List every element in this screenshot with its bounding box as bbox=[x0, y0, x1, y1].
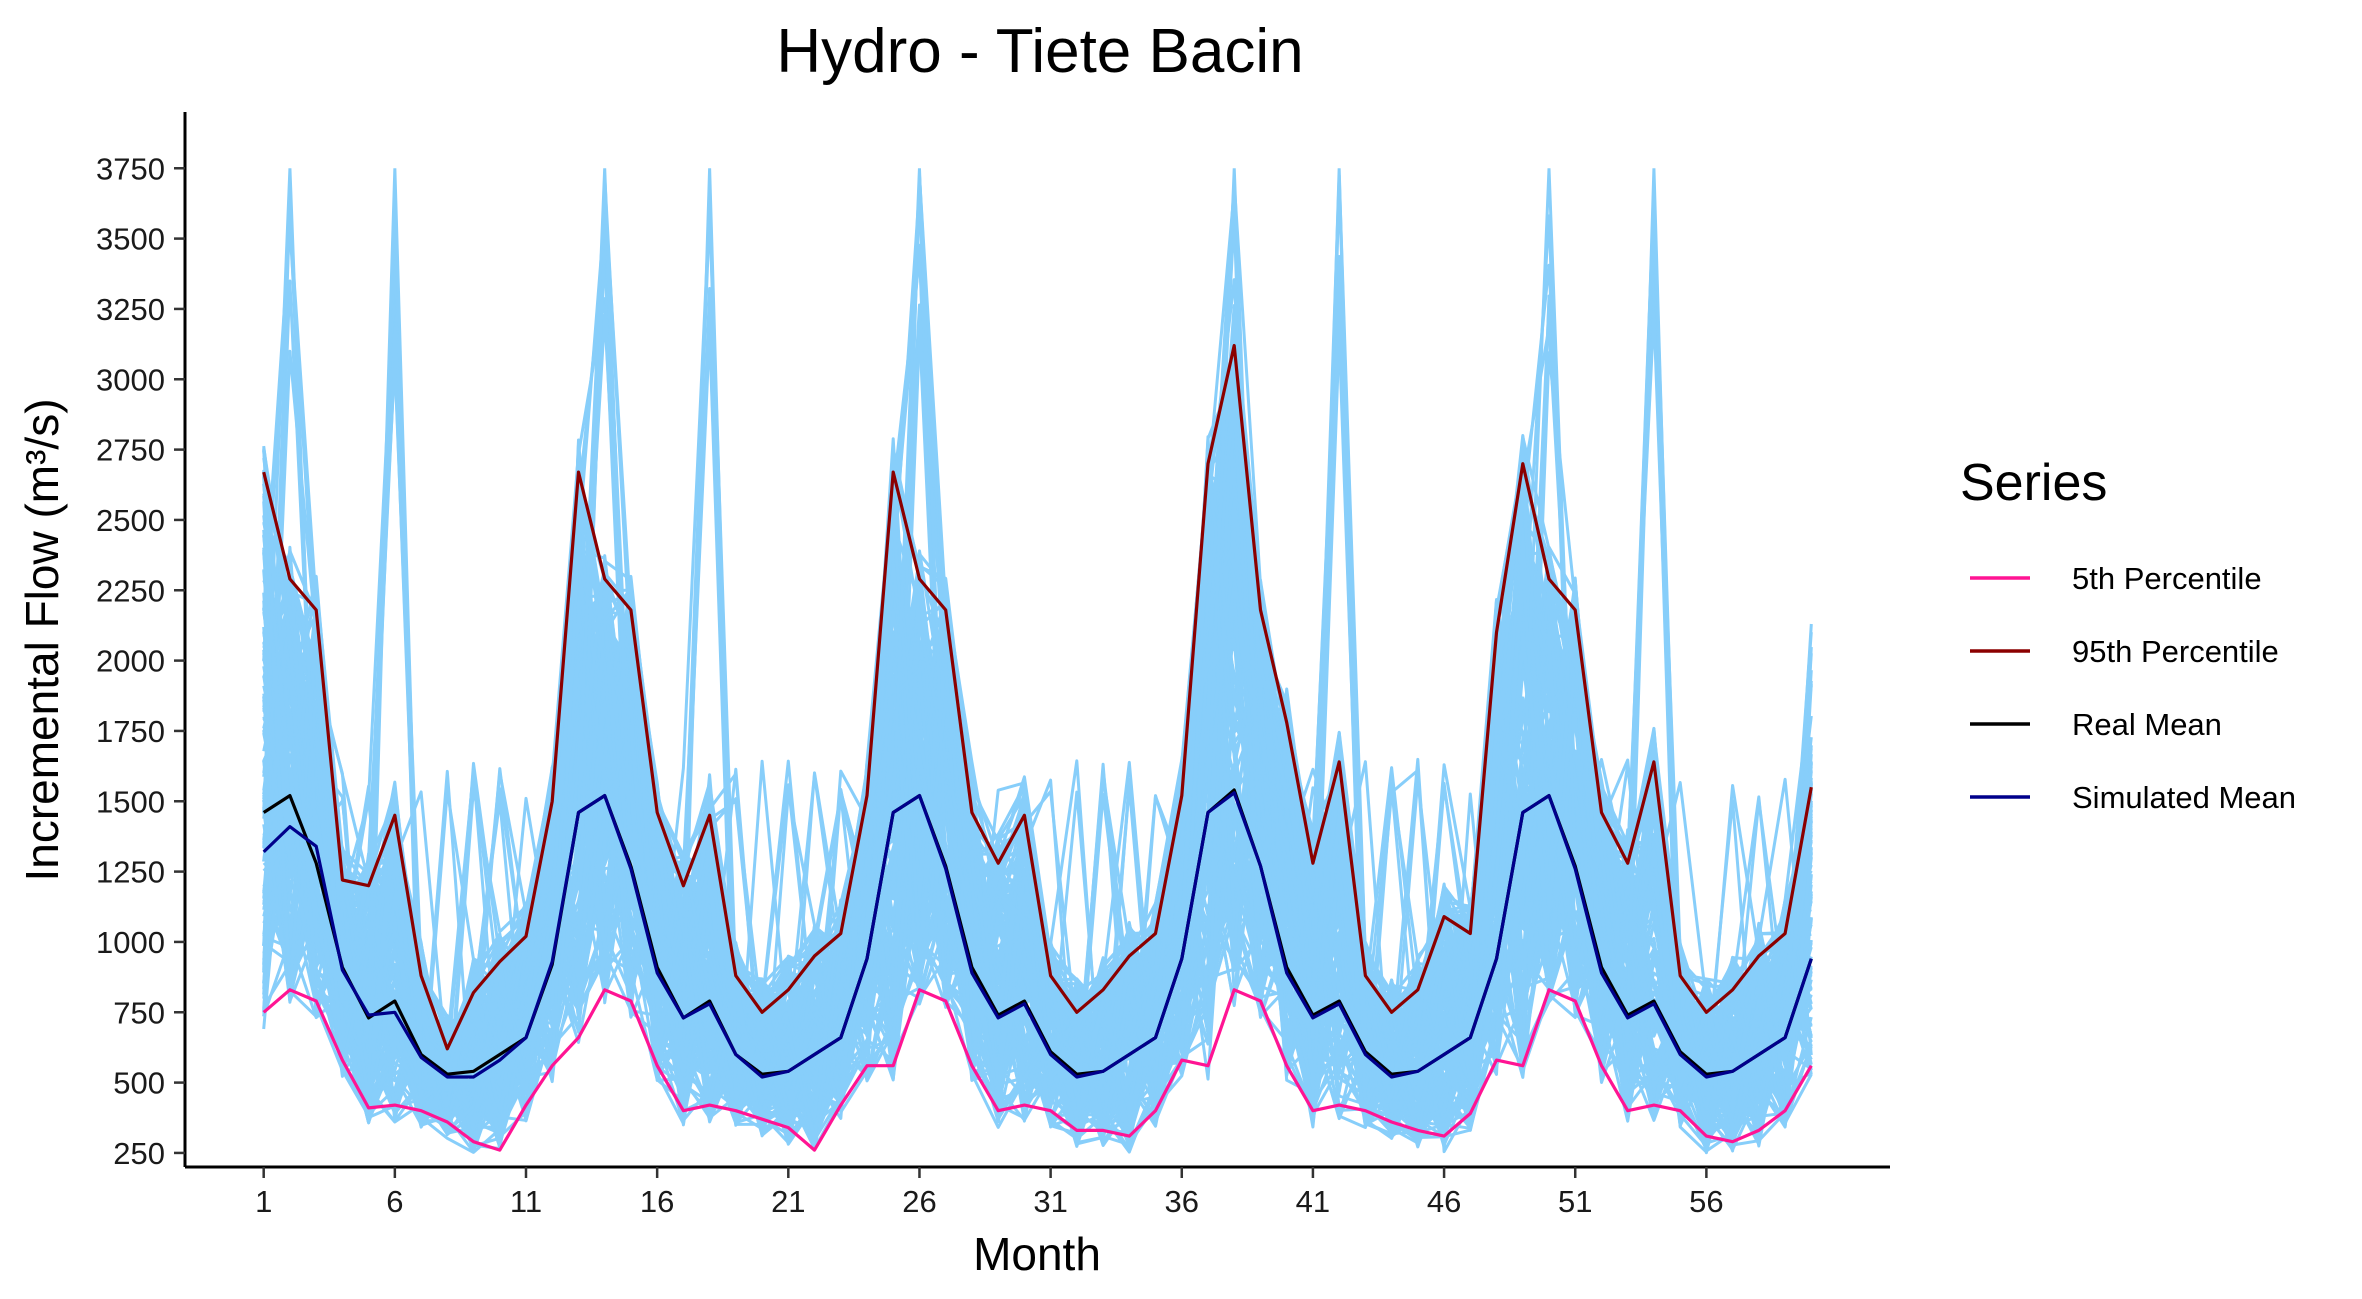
y-tick-label: 500 bbox=[113, 1066, 165, 1101]
simulation-spike bbox=[262, 168, 318, 864]
y-tick-label: 2250 bbox=[96, 573, 165, 608]
simulation-spike bbox=[891, 168, 948, 867]
x-tick-label: 51 bbox=[1558, 1184, 1592, 1219]
y-tick-label: 3500 bbox=[96, 222, 165, 257]
simulation-spike bbox=[367, 168, 423, 1055]
legend: Series 5th Percentile 95th Percentile Real… bbox=[1960, 454, 2296, 815]
simulation-traces bbox=[262, 168, 1813, 1155]
x-tick-label: 31 bbox=[1033, 1184, 1067, 1219]
x-tick-label: 16 bbox=[640, 1184, 674, 1219]
simulation-spike bbox=[681, 168, 738, 1055]
legend-label: 95th Percentile bbox=[2072, 634, 2279, 669]
legend-title: Series bbox=[1960, 454, 2107, 512]
x-tick-label: 11 bbox=[510, 1184, 542, 1219]
chart-title: Hydro - Tiete Bacin bbox=[776, 17, 1303, 86]
y-tick-label: 2750 bbox=[96, 433, 165, 468]
y-tick-label: 3000 bbox=[96, 362, 165, 397]
simulation-spike bbox=[1206, 168, 1262, 867]
simulation-line bbox=[262, 408, 1813, 1152]
x-tick-label: 1 bbox=[255, 1184, 272, 1219]
x-tick-label: 56 bbox=[1689, 1184, 1723, 1219]
series-simulated-mean bbox=[262, 791, 1813, 1079]
simulation-line bbox=[262, 189, 1813, 1142]
y-tick-label: 1750 bbox=[96, 714, 165, 749]
x-tick-label: 6 bbox=[386, 1184, 403, 1219]
y-axis-ticks: 250 500 750 1000 1250 1500 1750 2000 2250 2500 275… bbox=[96, 151, 185, 1171]
legend-label: 5th Percentile bbox=[2072, 561, 2262, 596]
legend-label: Real Mean bbox=[2072, 707, 2222, 742]
x-tick-label: 46 bbox=[1427, 1184, 1461, 1219]
simulation-spike bbox=[1783, 623, 1813, 1038]
series-5th-percentile bbox=[262, 988, 1813, 1152]
y-tick-label: 3750 bbox=[96, 151, 165, 186]
simulation-spike bbox=[1521, 168, 1577, 867]
y-tick-label: 250 bbox=[113, 1136, 165, 1171]
x-axis-ticks: 1 6 11 16 21 26 31 36 41 46 51 56 bbox=[255, 1167, 1724, 1219]
x-axis-title: Month bbox=[973, 1228, 1101, 1280]
x-tick-label: 41 bbox=[1296, 1184, 1330, 1219]
x-tick-label: 36 bbox=[1165, 1184, 1199, 1219]
y-tick-label: 1250 bbox=[96, 855, 165, 890]
legend-label: Simulated Mean bbox=[2072, 780, 2296, 815]
y-tick-label: 2500 bbox=[96, 503, 165, 538]
simulation-line bbox=[262, 222, 1812, 1146]
simulation-line bbox=[262, 181, 1813, 1140]
simulation-spike bbox=[1626, 168, 1682, 1052]
y-tick-label: 1000 bbox=[96, 925, 165, 960]
series-lines bbox=[262, 343, 1813, 1152]
x-tick-label: 26 bbox=[902, 1184, 936, 1219]
y-tick-label: 1500 bbox=[96, 784, 165, 819]
x-tick-label: 21 bbox=[771, 1184, 805, 1219]
y-tick-label: 3250 bbox=[96, 292, 165, 327]
simulation-line bbox=[262, 287, 1813, 1148]
y-tick-label: 2000 bbox=[96, 644, 165, 679]
simulation-spike bbox=[576, 168, 633, 867]
y-axis-title: Incremental Flow (m³/s) bbox=[16, 398, 68, 881]
simulation-spike bbox=[1311, 168, 1367, 1052]
y-tick-label: 750 bbox=[113, 995, 165, 1030]
series-95th-percentile bbox=[262, 343, 1813, 1051]
